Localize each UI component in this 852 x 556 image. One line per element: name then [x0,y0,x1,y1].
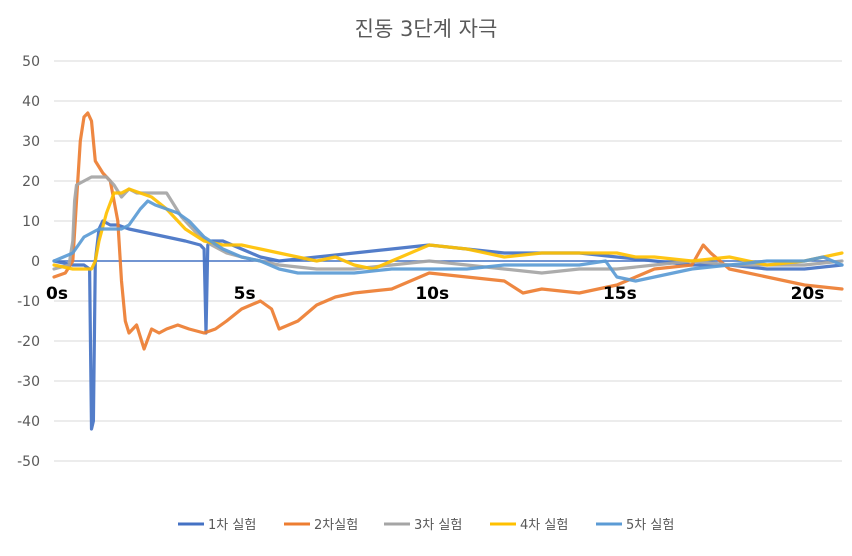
chart-title: 진동 3단계 자극 [355,17,498,41]
legend-label: 1차 실험 [208,518,256,533]
series-line-3 [52,175,844,275]
series-line-4 [52,187,844,271]
x-tick-label: 5s [234,284,256,304]
x-tick-label: 15s [603,284,637,304]
y-tick-label: -10 [17,294,40,310]
legend: 1차 실험 2차실험 3차 실험 4차 실험 5차 실험 [178,518,674,533]
legend-label: 3차 실험 [414,518,462,533]
x-tick-label: 0s [46,284,68,304]
y-tick-label: 40 [22,94,40,110]
legend-label: 4차 실험 [520,518,568,533]
gridlines [54,60,842,462]
series-lines [52,111,844,431]
y-tick-label: -50 [17,454,40,470]
series-line-2 [52,111,844,351]
y-tick-label: 30 [22,134,40,150]
legend-label: 2차실험 [314,518,358,533]
y-tick-label: 50 [22,54,40,70]
series-line-1 [52,219,844,431]
x-tick-label: 10s [415,284,449,304]
y-axis-tick-labels: 50 40 30 20 10 0 -10 -20 -30 -40 -50 [17,54,40,470]
y-tick-label: 10 [22,214,40,230]
y-tick-label: -30 [17,374,40,390]
x-tick-label: 20s [791,284,825,304]
x-axis-tick-labels: 0s 5s 10s 15s 20s [46,284,824,304]
y-tick-label: 0 [31,254,40,270]
y-tick-label: -20 [17,334,40,350]
y-tick-label: -40 [17,414,40,430]
series-line-5 [52,199,844,283]
y-tick-label: 20 [22,174,40,190]
legend-label: 5차 실험 [626,518,674,533]
